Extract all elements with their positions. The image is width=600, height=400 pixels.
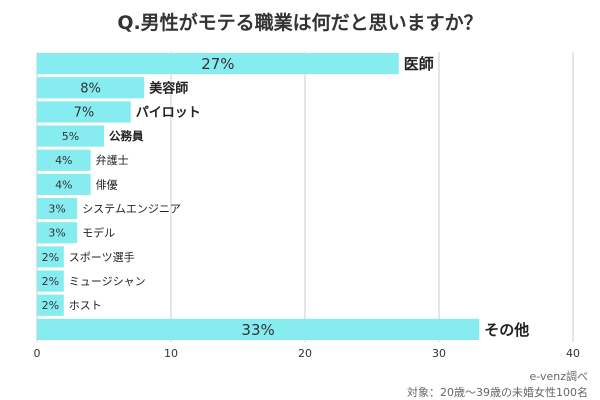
category-label: 弁護士	[96, 153, 129, 167]
data-label: 2%	[42, 275, 59, 288]
bar	[37, 149, 91, 171]
data-label: 3%	[48, 203, 65, 216]
data-label: 2%	[42, 299, 59, 312]
bar	[37, 53, 399, 75]
bar	[37, 246, 64, 268]
bar	[37, 101, 131, 123]
bar	[37, 77, 145, 99]
bar	[37, 318, 480, 340]
data-label: 33%	[241, 321, 274, 339]
category-label: パイロット	[136, 106, 201, 121]
data-label: 4%	[55, 154, 72, 167]
category-label: 医師	[404, 55, 434, 73]
data-label: 4%	[55, 178, 72, 191]
x-tick-label: 20	[298, 347, 312, 360]
data-label: 7%	[74, 106, 95, 121]
category-label: 公務員	[109, 129, 144, 143]
category-label: スポーツ選手	[69, 250, 135, 264]
source-label: e-venz調べ	[529, 370, 588, 383]
data-label: 27%	[201, 55, 234, 73]
bar	[37, 125, 104, 147]
bar	[37, 198, 78, 220]
data-label: 5%	[62, 130, 79, 143]
category-label: ホスト	[69, 299, 102, 312]
note-label: 対象：20歳〜39歳の未婚女性100名	[407, 386, 588, 399]
data-label: 8%	[80, 81, 101, 96]
category-label: 美容師	[149, 80, 188, 96]
data-label: 3%	[48, 227, 65, 240]
category-label: ミュージシャン	[69, 275, 146, 288]
data-label: 2%	[42, 251, 59, 264]
bar	[37, 222, 78, 244]
category-label: システムエンジニア	[82, 203, 181, 216]
x-tick-label: 0	[34, 347, 41, 360]
bar	[37, 270, 64, 292]
bar	[37, 294, 64, 316]
x-tick-label: 10	[164, 347, 178, 360]
category-label: モデル	[82, 226, 115, 240]
x-tick-label: 30	[432, 347, 446, 360]
chart-title: Q.男性がモテる職業は何だと思いますか？	[117, 12, 483, 34]
bar	[37, 173, 91, 195]
x-tick-label: 40	[566, 347, 580, 360]
category-label: 俳優	[96, 178, 118, 191]
category-label: その他	[484, 321, 529, 339]
